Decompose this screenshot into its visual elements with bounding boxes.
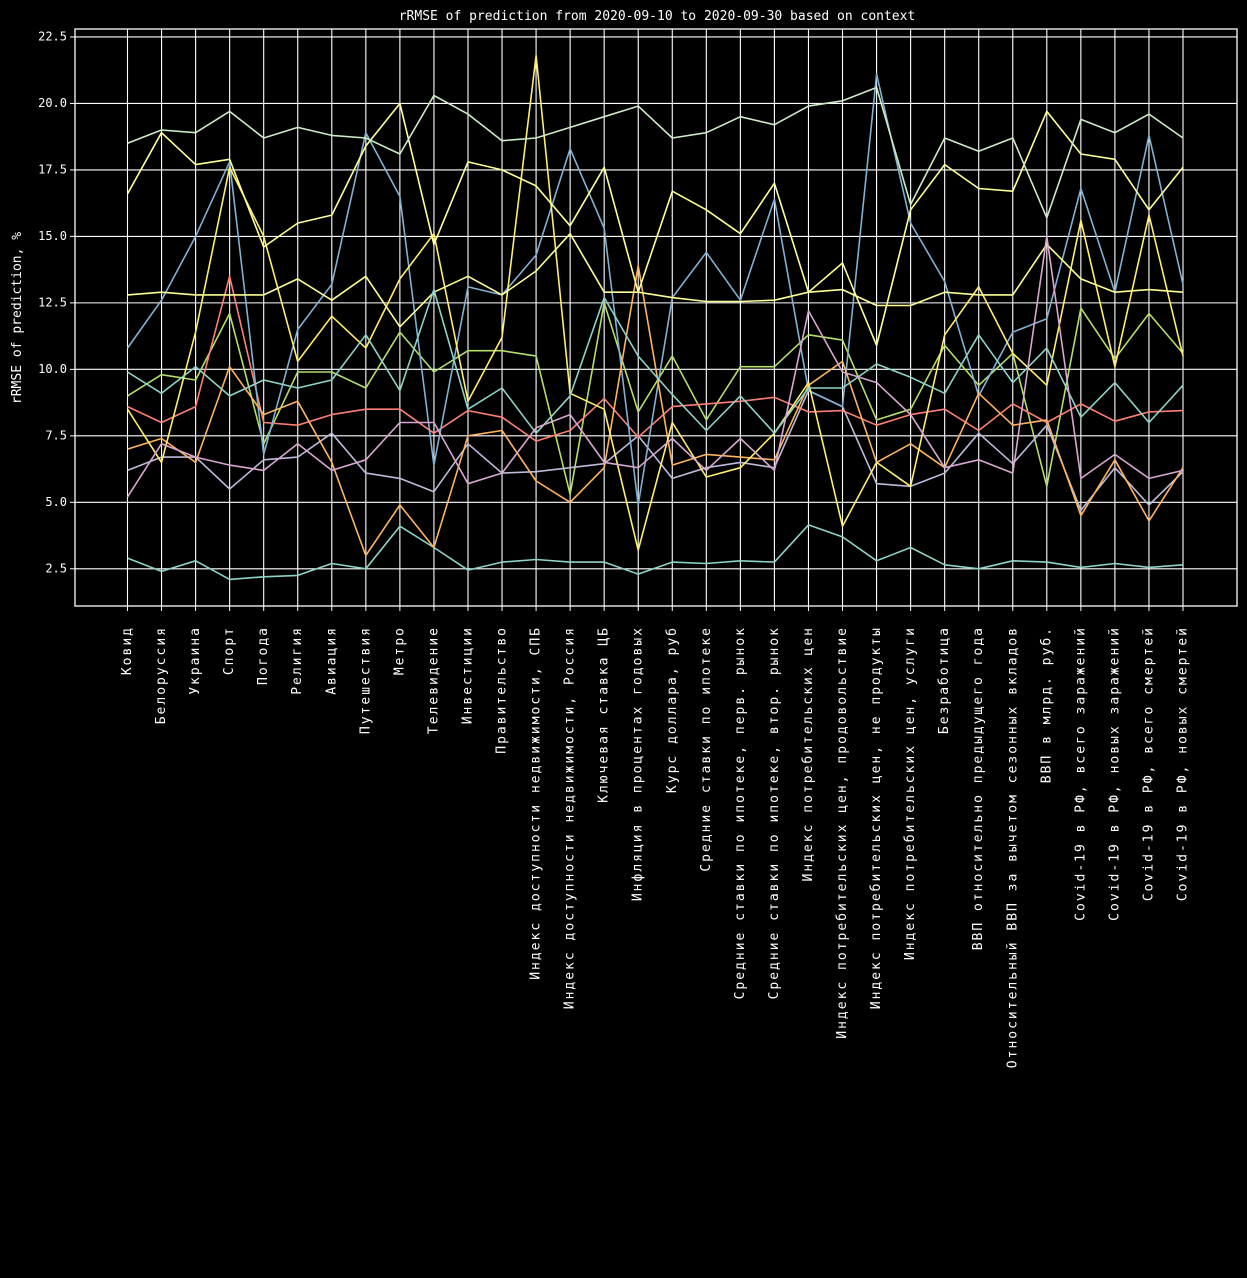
chart-title: rRMSE of prediction from 2020-09-10 to 2… <box>399 9 916 24</box>
x-tick-label: Индекс потребительских цен, услуги <box>903 626 918 960</box>
series-line <box>127 302 1184 496</box>
y-tick-label: 2.5 <box>45 561 67 575</box>
x-tick-label: Средние ставки по ипотеке, втор. рынок <box>767 626 782 999</box>
y-tick-label: 5.0 <box>45 495 67 509</box>
x-tick-label: Курс доллара, руб <box>665 626 680 793</box>
y-tick-label: 12.5 <box>38 295 67 309</box>
series-line <box>127 86 1184 219</box>
x-tick-label: Спорт <box>222 626 237 675</box>
x-tick-label: Телевидение <box>426 626 441 734</box>
x-tick-label: Белоруссия <box>154 626 169 724</box>
series-line <box>127 264 1184 557</box>
plot-frame <box>74 28 1238 607</box>
x-tick-label: Погода <box>256 626 271 685</box>
x-tick-label: Средние ставки по ипотеке, перв. рынок <box>733 626 748 999</box>
x-tick-label: Индекс доступности недвижимости, СПБ <box>529 626 544 980</box>
series-line <box>127 389 1184 512</box>
x-tick-label: ВВП относительно предыдущего года <box>971 626 986 950</box>
y-tick-label: 20.0 <box>38 96 67 110</box>
y-tick-label: 17.5 <box>38 162 67 176</box>
x-tick-label: Индекс доступности недвижимости, Россия <box>563 626 578 1009</box>
x-tick-label: Авиация <box>324 626 339 695</box>
x-tick-label: Метро <box>392 626 407 675</box>
x-tick-label: Украина <box>188 626 203 695</box>
x-tick-label: Индекс потребительских цен <box>801 626 816 882</box>
x-tick-label: Безработица <box>937 626 952 734</box>
series-line <box>126 54 1184 552</box>
series-line <box>126 235 1184 498</box>
series-line <box>127 288 1184 435</box>
y-tick-label: 10.0 <box>38 362 67 376</box>
x-tick-label: Covid-19 в РФ, новых смертей <box>1176 626 1191 901</box>
y-tick-label: 7.5 <box>45 428 67 442</box>
y-tick-label: 15.0 <box>38 229 67 243</box>
x-tick-label: Covid-19 в РФ, всего заражений <box>1073 626 1088 921</box>
y-axis-label: rRMSE of prediction, % <box>10 232 25 404</box>
series-lines <box>126 54 1184 581</box>
x-ticks: Ковид Белоруссия Украина Спорт Погода Религия… <box>120 606 1191 1068</box>
series-line <box>127 275 1184 442</box>
x-tick-label: Covid-19 в РФ, новых заражений <box>1107 626 1122 921</box>
series-line <box>127 232 1184 328</box>
series-line <box>126 73 1184 506</box>
x-tick-label: Средние ставки по ипотеке <box>699 626 714 872</box>
series-line <box>126 102 1184 347</box>
x-tick-label: Индекс потребительских цен, продовольств… <box>835 626 850 1039</box>
x-tick-label: Инфляция в процентах годовых <box>631 626 646 901</box>
x-tick-label: Относительный ВВП за вычетом сезонных вк… <box>1005 626 1020 1068</box>
x-tick-label: Путешествия <box>358 626 373 734</box>
grid <box>75 29 1237 606</box>
y-ticks: 2.5 5.0 7.5 10.0 12.5 15.0 17.5 20.0 22.5 <box>38 29 75 575</box>
x-tick-label: Правительство <box>495 626 510 754</box>
x-tick-label: Covid-19 в РФ, всего смертей <box>1141 626 1156 901</box>
x-tick-label: ВВП в млрд. руб. <box>1039 626 1054 783</box>
x-tick-label: Религия <box>290 626 305 695</box>
x-tick-label: Ковид <box>120 626 135 675</box>
series-line <box>127 524 1184 581</box>
x-tick-label: Ключевая ставка ЦБ <box>597 626 612 803</box>
x-tick-label: Индекс потребительских цен, не продукты <box>869 626 884 1009</box>
plot-border <box>74 28 1238 607</box>
x-tick-label: Инвестиции <box>460 626 475 724</box>
y-tick-label: 22.5 <box>38 29 67 43</box>
